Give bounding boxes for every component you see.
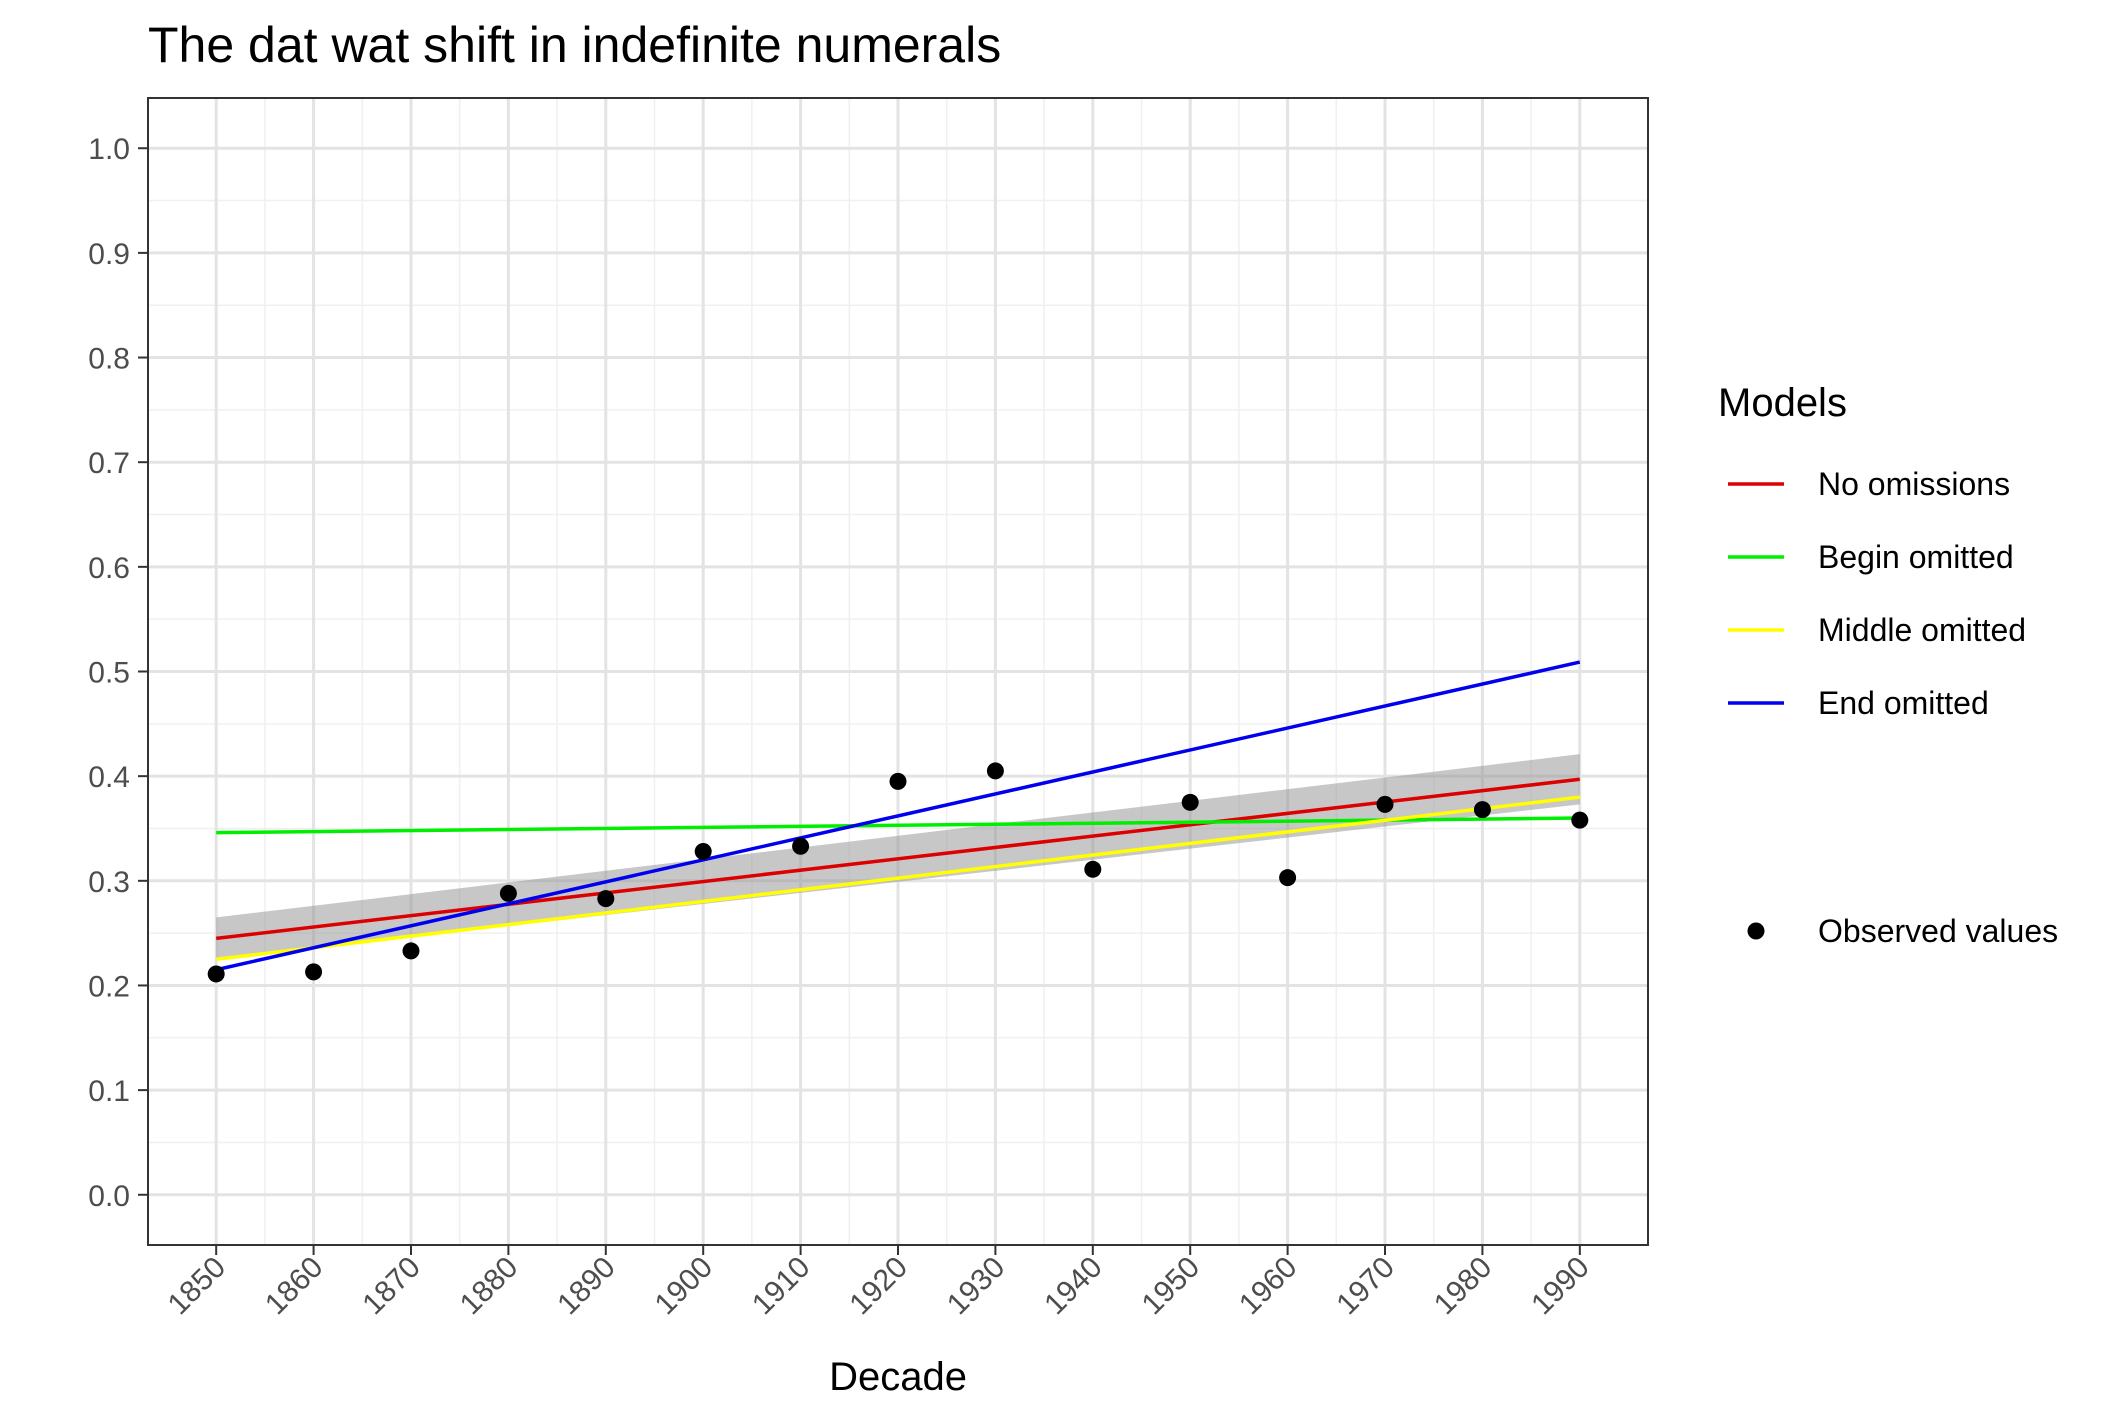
observed-point: [792, 837, 810, 855]
x-tick-label: 1950: [1136, 1251, 1207, 1322]
observed-point: [402, 942, 420, 960]
y-tick-label: 0.3: [88, 866, 130, 899]
observed-point: [1571, 811, 1589, 829]
observed-point: [889, 772, 907, 790]
y-tick-label: 0.5: [88, 657, 130, 690]
observed-point: [986, 762, 1004, 780]
legend-key-observed-values: [1747, 922, 1765, 940]
observed-point: [1279, 869, 1297, 887]
observed-point: [207, 965, 225, 983]
y-tick-label: 0.4: [88, 761, 130, 794]
y-tick-label: 0.9: [88, 238, 130, 271]
x-tick-label: 1910: [746, 1251, 817, 1322]
x-tick-label: 1900: [649, 1251, 720, 1322]
legend-label-no-omissions: No omissions: [1818, 466, 2010, 502]
observed-point: [597, 890, 615, 908]
y-axis: 0.0 0.1 0.2 0.3 0.4 0.5 0.6 0.7 0.8 0.9 1.0: [88, 133, 148, 1213]
y-tick-label: 0.2: [88, 970, 130, 1003]
line-middle-omitted: [215, 795, 1581, 962]
x-tick-label: 1940: [1038, 1251, 1109, 1322]
observed-point: [499, 884, 517, 902]
legend-items: No omissions Begin omitted Middle omitted E…: [1728, 466, 2058, 949]
x-tick-label: 1920: [843, 1251, 914, 1322]
x-tick-label: 1930: [941, 1251, 1012, 1322]
y-tick-label: 0.8: [88, 343, 130, 376]
y-tick-label: 0.6: [88, 552, 130, 585]
x-tick-label: 1880: [454, 1251, 525, 1322]
confidence-band-layer: [216, 754, 1580, 960]
observed-point: [1376, 795, 1394, 813]
x-tick-label: 1970: [1330, 1251, 1401, 1322]
confidence-band: [216, 754, 1580, 960]
x-tick-label: 1850: [162, 1251, 233, 1322]
x-axis: 1850 1860 1870 1880 1890 1900 1910 1920 1930 1940…: [162, 1245, 1596, 1321]
x-tick-label: 1860: [259, 1251, 330, 1322]
x-tick-label: 1870: [356, 1251, 427, 1322]
x-tick-label: 1980: [1428, 1251, 1499, 1322]
x-tick-label: 1960: [1233, 1251, 1304, 1322]
x-tick-label: 1890: [551, 1251, 622, 1322]
legend-label-begin-omitted: Begin omitted: [1818, 539, 2014, 575]
line-no-omissions: [215, 777, 1581, 941]
legend: Models No omissions Begin omitted Middle o…: [1718, 381, 2058, 949]
observed-point: [305, 963, 323, 981]
observed-point: [1084, 860, 1102, 878]
legend-label-observed-values: Observed values: [1818, 913, 2058, 949]
legend-label-middle-omitted: Middle omitted: [1818, 612, 2026, 648]
observed-point: [1473, 801, 1491, 819]
x-axis-title: Decade: [829, 1355, 967, 1399]
line-end-omitted: [215, 660, 1581, 972]
y-tick-label: 1.0: [88, 133, 130, 166]
observed-points: [207, 762, 1589, 983]
y-tick-label: 0.1: [88, 1075, 130, 1108]
observed-point: [694, 843, 712, 861]
y-tick-label: 0.0: [88, 1180, 130, 1213]
chart-title: The dat wat shift in indefinite numerals: [148, 17, 1001, 73]
x-tick-label: 1990: [1525, 1251, 1596, 1322]
legend-title: Models: [1718, 381, 1847, 425]
line-begin-omitted: [216, 816, 1580, 835]
y-tick-label: 0.7: [88, 447, 130, 480]
observed-point: [1181, 793, 1199, 811]
model-lines: [215, 660, 1581, 972]
legend-label-end-omitted: End omitted: [1818, 685, 1989, 721]
